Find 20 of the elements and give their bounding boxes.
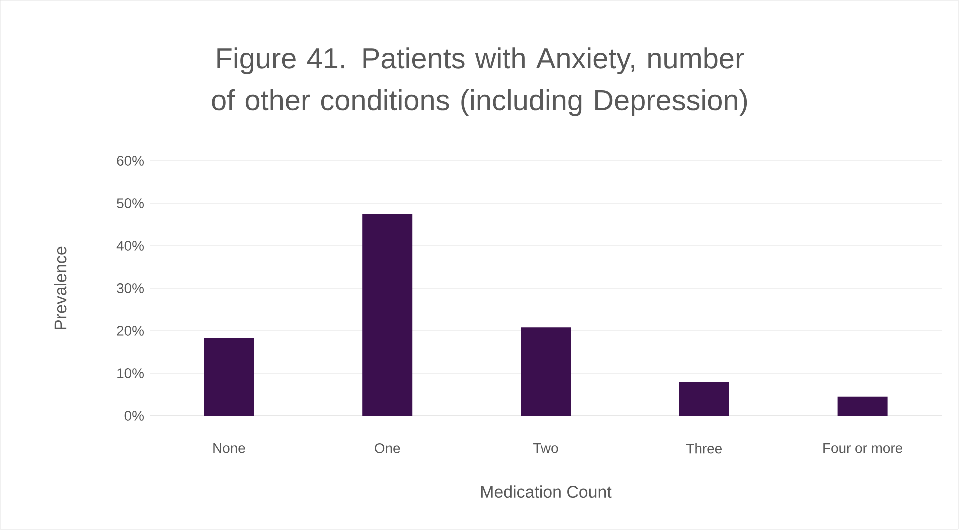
y-tick-label: 60% [117, 156, 144, 166]
y-tick-label: 50% [117, 198, 144, 208]
x-tick-label: Two [534, 444, 558, 454]
bar [521, 328, 572, 416]
x-axis-title: Medication Count [481, 486, 612, 498]
y-tick-label: 20% [117, 326, 144, 336]
bar [362, 214, 413, 416]
x-tick-label: None [214, 444, 246, 454]
bar [838, 396, 888, 416]
x-tick-label: One [375, 444, 400, 454]
chart-title: Figure 41. Patients with Anxiety, number of other conditions (including Depression) [212, 48, 748, 116]
y-tick-label: 0% [124, 411, 144, 421]
bar [204, 338, 254, 416]
x-tick-label: Three [686, 444, 722, 454]
y-axis-title: Prevalence [54, 246, 67, 330]
y-tick-label: 30% [117, 284, 144, 294]
y-tick-label: 40% [116, 241, 144, 251]
bar [679, 382, 730, 416]
y-tick-label: 10% [118, 368, 144, 378]
x-tick-label: Four or more [824, 444, 902, 454]
